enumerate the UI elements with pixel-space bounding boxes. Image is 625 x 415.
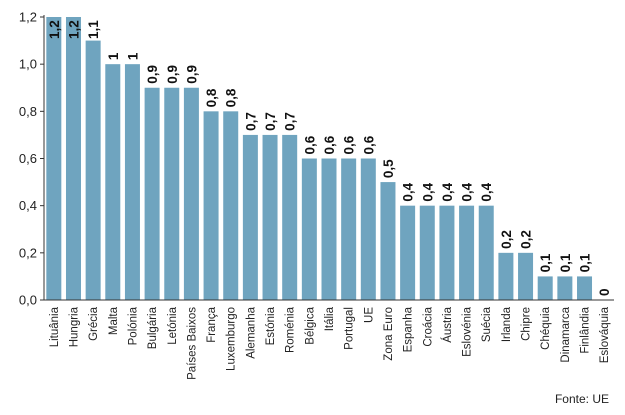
data-label: 0,9 <box>184 65 199 84</box>
bar <box>577 276 593 300</box>
y-tick-label: 0,6 <box>19 151 37 166</box>
data-label: 0 <box>597 288 612 296</box>
data-label: 0,7 <box>263 112 278 131</box>
data-label: 0,1 <box>558 253 573 272</box>
bar <box>124 64 140 301</box>
bar <box>262 134 278 300</box>
bar <box>223 111 239 300</box>
data-label: 0,4 <box>401 182 416 201</box>
bar <box>360 158 376 300</box>
data-label: 1 <box>106 52 121 60</box>
x-tick-label: Malta <box>108 306 120 335</box>
bar <box>164 87 180 300</box>
x-tick-label: Letónia <box>167 306 179 344</box>
x-tick-label: Estónia <box>265 306 277 345</box>
x-tick-label: Lituânia <box>49 306 61 347</box>
data-label: 0,4 <box>460 182 475 201</box>
x-tick-label: Dinamarca <box>560 306 572 362</box>
bar <box>105 64 121 301</box>
data-label: 1,1 <box>86 20 101 39</box>
bar <box>380 182 396 300</box>
x-tick-label: Chipre <box>521 307 533 341</box>
x-tick-label: Grécia <box>88 306 100 340</box>
x-tick-label: Bélgica <box>304 306 316 344</box>
bar <box>557 276 573 300</box>
data-label: 0,7 <box>283 112 298 131</box>
y-tick-label: 1,2 <box>19 10 37 25</box>
data-label: 0,4 <box>420 182 435 201</box>
data-label: 0,6 <box>322 135 337 154</box>
x-tick-label: Países Baixos <box>186 307 198 380</box>
x-tick-label: Portugal <box>344 307 356 350</box>
bar <box>518 252 534 300</box>
bar <box>439 205 455 300</box>
bar <box>419 205 435 300</box>
x-tick-label: UE <box>363 307 375 323</box>
x-tick-label: Bulgária <box>147 306 159 349</box>
x-tick-label: Hungria <box>68 306 80 347</box>
x-tick-label: Alemanha <box>245 306 257 358</box>
y-tick-label: 0,4 <box>19 198 37 213</box>
y-axis: 0,0 0,2 0,4 0,6 0,8 1,0 1,2 <box>19 10 45 308</box>
x-tick-label: Croácia <box>422 306 434 346</box>
bar <box>537 276 553 300</box>
y-tick-label: 0,2 <box>19 245 37 260</box>
data-label: 0,1 <box>578 253 593 272</box>
bar <box>478 205 494 300</box>
bar <box>65 17 81 300</box>
source-note: Fonte: UE <box>554 392 609 406</box>
x-tick-label: Luxemburgo <box>226 307 238 371</box>
bar <box>203 111 219 300</box>
y-tick-label: 0,0 <box>19 293 37 308</box>
bar <box>301 158 317 300</box>
bars: 1,2 1,2 1,1 1 1 0,9 0,9 0,9 0,8 0,8 0,7 0,7 0,7 0,6 0,… <box>46 17 612 301</box>
data-label: 0,8 <box>204 88 219 107</box>
data-label: 0,6 <box>342 135 357 154</box>
x-tick-label: Áustria <box>441 306 454 342</box>
data-label: 0,6 <box>361 135 376 154</box>
bar <box>144 87 160 300</box>
bar <box>341 158 357 300</box>
x-tick-label: Irlanda <box>501 306 513 342</box>
data-label: 0,7 <box>243 112 258 131</box>
bar <box>85 40 101 300</box>
bar <box>282 134 298 300</box>
data-label: 0,2 <box>519 230 534 249</box>
bar <box>498 252 514 300</box>
data-label: 1,2 <box>47 20 62 39</box>
x-tick-label: Itália <box>324 306 336 331</box>
data-label: 1,2 <box>66 20 81 39</box>
y-tick-label: 1,0 <box>19 57 37 72</box>
data-label: 0,5 <box>381 159 396 178</box>
bar <box>183 87 199 300</box>
bar <box>321 158 337 300</box>
x-axis: Lituânia Hungria Grécia Malta Polónia Bulgári… <box>44 299 614 380</box>
data-label: 0,8 <box>224 88 239 107</box>
y-tick-label: 0,8 <box>19 104 37 119</box>
x-tick-label: Polónia <box>127 306 139 345</box>
data-label: 0,6 <box>302 135 317 154</box>
x-tick-label: Eslovénia <box>462 306 474 356</box>
x-tick-label: Suécia <box>481 306 493 342</box>
data-label: 0,4 <box>479 182 494 201</box>
x-tick-label: Zona Euro <box>383 307 395 361</box>
x-tick-label: Espanha <box>403 306 415 352</box>
bar <box>400 205 416 300</box>
data-label: 0,4 <box>440 182 455 201</box>
data-label: 0,2 <box>499 230 514 249</box>
x-tick-label: Chéquia <box>540 306 552 349</box>
x-tick-label: Roménia <box>285 306 297 353</box>
data-label: 0,9 <box>145 65 160 84</box>
bar <box>459 205 475 300</box>
bar <box>242 134 258 300</box>
data-label: 1 <box>125 52 140 60</box>
data-label: 0,1 <box>538 253 553 272</box>
x-tick-label: França <box>206 306 218 342</box>
bar <box>46 17 62 300</box>
x-tick-label: Finlândia <box>580 306 592 353</box>
x-tick-label: Eslováquia <box>599 306 611 363</box>
data-label: 0,9 <box>165 65 180 84</box>
